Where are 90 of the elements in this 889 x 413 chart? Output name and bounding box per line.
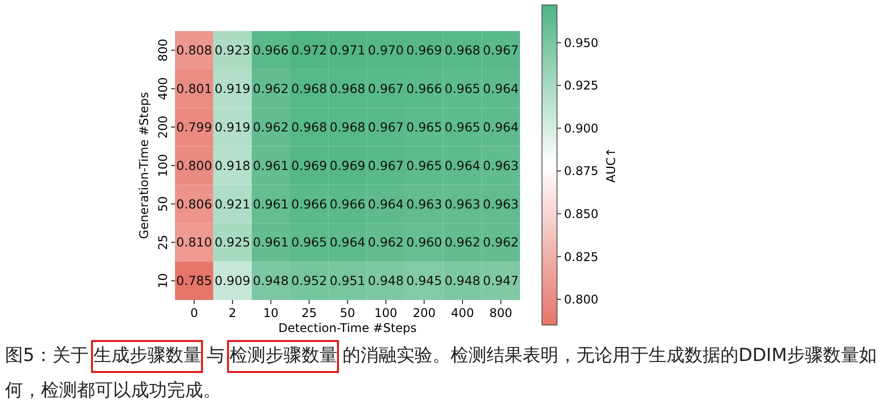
y-tick-label: 50 <box>156 196 170 212</box>
data-label: 0.967 <box>368 158 404 173</box>
data-label: 0.964 <box>482 119 519 134</box>
data-label: 0.969 <box>291 158 328 173</box>
data-label: 0.967 <box>482 42 519 58</box>
data-label: 0.965 <box>291 234 328 250</box>
data-label: 0.960 <box>406 234 442 250</box>
data-label: 0.945 <box>406 273 442 288</box>
x-tick-label: 2 <box>228 306 236 320</box>
x-tick-label: 25 <box>302 306 317 320</box>
data-label: 0.785 <box>176 273 212 288</box>
data-label: 0.806 <box>176 196 212 212</box>
data-label: 0.947 <box>482 273 519 288</box>
data-label: 0.966 <box>291 196 328 212</box>
y-tick-label: 25 <box>156 234 170 250</box>
y-tick-label: 10 <box>156 273 170 288</box>
x-tick-label: 10 <box>263 306 278 320</box>
data-label: 0.962 <box>368 234 404 250</box>
y-tick-label: 200 <box>156 116 170 139</box>
data-label: 0.965 <box>444 81 480 96</box>
y-tick-label: 400 <box>156 77 170 100</box>
data-label: 0.968 <box>330 119 366 134</box>
x-tick-label: 100 <box>374 306 398 320</box>
data-label: 0.799 <box>176 119 212 134</box>
data-label: 0.962 <box>252 119 289 134</box>
x-tick-label: 800 <box>489 306 512 320</box>
data-label: 0.909 <box>214 273 250 288</box>
text: 0.850 <box>564 206 598 221</box>
text: 0.925 <box>564 78 598 93</box>
data-label: 0.969 <box>330 158 366 173</box>
data-label: 0.962 <box>444 234 480 250</box>
data-label: 0.968 <box>444 42 480 58</box>
data-label: 0.962 <box>252 81 289 96</box>
color-bar-title: AUC↑ <box>604 147 618 183</box>
data-label: 0.810 <box>176 234 212 250</box>
data-label: 0.964 <box>444 158 480 173</box>
text: 0.800 <box>564 292 598 307</box>
data-label: 0.968 <box>291 119 328 134</box>
data-label: 0.952 <box>291 273 328 288</box>
data-label: 0.970 <box>368 42 404 58</box>
data-label: 0.966 <box>252 42 289 58</box>
data-label: 0.965 <box>444 119 480 134</box>
data-label: 0.966 <box>330 196 366 212</box>
data-label: 0.808 <box>176 42 212 58</box>
data-label: 0.948 <box>252 273 289 288</box>
y-tick-label: 800 <box>156 38 170 62</box>
x-tick-label: 0 <box>190 306 198 320</box>
data-label: 0.923 <box>214 42 250 58</box>
text: 图5：关于生成步骤数量与检测步骤数量的消融实验。检测结果表明，无论用于生成数据的DDIM步骤数量如何，检测都可以成功完成。 <box>5 345 878 401</box>
data-label: 0.925 <box>214 234 250 250</box>
data-label: 0.964 <box>330 234 366 250</box>
data-label: 0.961 <box>252 158 289 173</box>
data-label: 0.968 <box>330 81 366 96</box>
data-label: 0.948 <box>368 273 404 288</box>
data-label: 0.971 <box>330 42 366 58</box>
data-label: 0.968 <box>291 81 328 96</box>
data-label: 0.918 <box>214 158 250 173</box>
data-label: 0.963 <box>444 196 480 212</box>
data-label: 0.967 <box>368 81 404 96</box>
x-tick-label: 50 <box>340 306 356 320</box>
data-label: 0.962 <box>482 234 519 250</box>
data-label: 0.963 <box>482 158 519 173</box>
data-label: 0.969 <box>406 42 442 58</box>
x-tick-label: 400 <box>451 306 474 320</box>
data-label: 0.965 <box>406 158 442 173</box>
y-tick-label: 100 <box>156 154 170 177</box>
data-label: 0.963 <box>482 196 519 212</box>
data-label: 0.963 <box>406 196 442 212</box>
x-axis-title: Detection-Time #Steps <box>278 321 417 335</box>
data-label: 0.951 <box>330 273 366 288</box>
data-label: 0.919 <box>214 119 250 134</box>
data-label: 0.948 <box>444 273 480 288</box>
data-label: 0.964 <box>482 81 519 96</box>
text: 0.875 <box>564 164 598 178</box>
text: 0.950 <box>564 36 598 50</box>
text: 0.900 <box>564 121 598 136</box>
x-tick-label: 200 <box>412 306 436 320</box>
data-label: 0.921 <box>214 196 250 212</box>
y-axis-title: Generation-Time #Steps <box>137 92 151 239</box>
data-label: 0.919 <box>214 81 250 96</box>
data-label: 0.966 <box>406 81 442 96</box>
data-label: 0.801 <box>176 81 212 96</box>
text: 0.825 <box>564 250 598 264</box>
data-label: 0.800 <box>176 158 212 173</box>
data-label: 0.965 <box>406 119 442 134</box>
data-label: 0.964 <box>368 196 404 212</box>
data-label: 0.961 <box>252 196 289 212</box>
data-label: 0.972 <box>291 42 328 58</box>
data-label: 0.967 <box>368 119 404 134</box>
data-label: 0.961 <box>252 234 289 250</box>
